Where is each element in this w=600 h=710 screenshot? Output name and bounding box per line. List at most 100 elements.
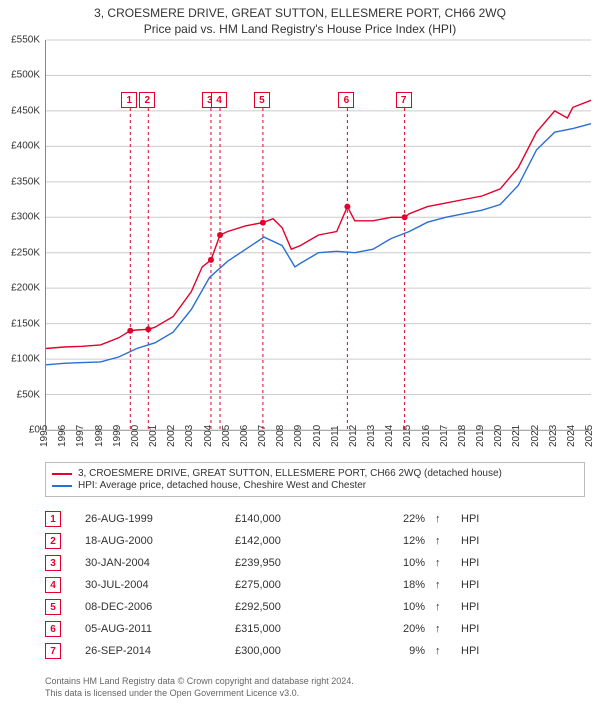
legend-item-hpi: HPI: Average price, detached house, Ches…: [52, 480, 578, 491]
x-axis-label: 2000: [130, 425, 141, 447]
event-marker: 4: [211, 92, 227, 108]
y-axis-label: £300K: [0, 212, 40, 223]
event-pct: 10%: [355, 601, 425, 613]
x-axis-label: 2009: [293, 425, 304, 447]
legend-box: 3, CROESMERE DRIVE, GREAT SUTTON, ELLESM…: [45, 462, 585, 497]
y-axis-label: £550K: [0, 35, 40, 46]
x-axis-label: 2016: [421, 425, 432, 447]
event-price: £275,000: [235, 579, 345, 591]
event-pct: 22%: [355, 513, 425, 525]
arrow-up-icon: ↑: [435, 601, 451, 613]
x-axis-label: 2008: [275, 425, 286, 447]
x-axis-label: 2007: [257, 425, 268, 447]
event-date: 30-JAN-2004: [71, 557, 225, 569]
event-date: 08-DEC-2006: [71, 601, 225, 613]
x-axis-label: 2021: [511, 425, 522, 447]
x-axis-label: 2024: [566, 425, 577, 447]
event-pct: 12%: [355, 535, 425, 547]
x-axis-label: 1998: [94, 425, 105, 447]
event-price: £239,950: [235, 557, 345, 569]
x-axis-label: 2018: [457, 425, 468, 447]
x-axis-label: 2011: [330, 425, 341, 447]
event-row: 7 26-SEP-2014 £300,000 9% ↑ HPI: [45, 643, 585, 659]
y-axis-label: £350K: [0, 176, 40, 187]
event-label: HPI: [461, 557, 479, 569]
event-number: 7: [45, 643, 61, 659]
event-row: 4 30-JUL-2004 £275,000 18% ↑ HPI: [45, 577, 585, 593]
x-axis-label: 2006: [239, 425, 250, 447]
event-number: 2: [45, 533, 61, 549]
x-axis-label: 2022: [530, 425, 541, 447]
x-axis-label: 1997: [75, 425, 86, 447]
x-axis-label: 2004: [203, 425, 214, 447]
attribution-line1: Contains HM Land Registry data © Crown c…: [45, 676, 585, 688]
event-pct: 9%: [355, 645, 425, 657]
event-marker: 5: [254, 92, 270, 108]
event-marker: 1: [121, 92, 137, 108]
x-axis-label: 2017: [439, 425, 450, 447]
y-axis-label: £500K: [0, 70, 40, 81]
x-axis-label: 2003: [184, 425, 195, 447]
event-marker: 6: [338, 92, 354, 108]
x-axis-label: 1996: [57, 425, 68, 447]
event-row: 2 18-AUG-2000 £142,000 12% ↑ HPI: [45, 533, 585, 549]
x-axis-label: 2014: [384, 425, 395, 447]
event-date: 30-JUL-2004: [71, 579, 225, 591]
event-label: HPI: [461, 623, 479, 635]
arrow-up-icon: ↑: [435, 579, 451, 591]
event-number: 5: [45, 599, 61, 615]
event-label: HPI: [461, 513, 479, 525]
x-axis-label: 2025: [584, 425, 595, 447]
x-axis-label: 1999: [112, 425, 123, 447]
event-row: 605-AUG-2011£315,00020%↑HPI: [45, 621, 585, 637]
y-axis-label: £100K: [0, 354, 40, 365]
event-label: HPI: [461, 645, 479, 657]
y-axis-label: £250K: [0, 247, 40, 258]
event-price: £300,000: [235, 645, 345, 657]
event-number: 3: [45, 555, 61, 571]
legend-swatch-hpi: [52, 485, 72, 487]
y-axis-label: £50K: [0, 389, 40, 400]
x-axis-label: 2013: [366, 425, 377, 447]
chart-subtitle: Price paid vs. HM Land Registry's House …: [0, 22, 600, 36]
event-label: HPI: [461, 601, 479, 613]
event-marker: 7: [396, 92, 412, 108]
event-label: HPI: [461, 535, 479, 547]
attribution: Contains HM Land Registry data © Crown c…: [45, 676, 585, 699]
event-number: 6: [45, 621, 61, 637]
event-marker: 2: [139, 92, 155, 108]
event-price: £315,000: [235, 623, 345, 635]
arrow-up-icon: ↑: [435, 513, 451, 525]
x-axis-label: 2001: [148, 425, 159, 447]
y-axis-label: £400K: [0, 141, 40, 152]
event-date: 26-SEP-2014: [71, 645, 225, 657]
legend-swatch-subject: [52, 473, 72, 475]
legend-item-subject: 3, CROESMERE DRIVE, GREAT SUTTON, ELLESM…: [52, 468, 578, 479]
event-date: 26-AUG-1999: [71, 513, 225, 525]
event-row: 5 08-DEC-2006 £292,500 10% ↑ HPI: [45, 599, 585, 615]
x-axis-label: 2023: [548, 425, 559, 447]
chart-title: 3, CROESMERE DRIVE, GREAT SUTTON, ELLESM…: [0, 6, 600, 20]
event-pct: 10%: [355, 557, 425, 569]
event-list: 1 26-AUG-1999 £140,000 22% ↑ HPI 2 18-AUG-2000 £…: [45, 505, 585, 665]
arrow-up-icon: ↑: [435, 645, 451, 657]
event-pct: 20%: [355, 623, 425, 635]
event-row: 1 26-AUG-1999 £140,000 22% ↑ HPI: [45, 511, 585, 527]
arrow-up-icon: ↑: [435, 535, 451, 547]
event-number: 1: [45, 511, 61, 527]
event-label: HPI: [461, 579, 479, 591]
arrow-up-icon: ↑: [435, 557, 451, 569]
legend-label-hpi: HPI: Average price, detached house, Ches…: [78, 480, 366, 491]
event-date: 18-AUG-2000: [71, 535, 225, 547]
attribution-line2: This data is licensed under the Open Gov…: [45, 688, 585, 700]
x-axis-label: 2015: [402, 425, 413, 447]
y-axis-label: £150K: [0, 318, 40, 329]
y-axis-label: £450K: [0, 105, 40, 116]
event-price: £142,000: [235, 535, 345, 547]
event-price: £292,500: [235, 601, 345, 613]
event-number: 4: [45, 577, 61, 593]
y-axis-label: £200K: [0, 283, 40, 294]
event-pct: 18%: [355, 579, 425, 591]
x-axis-label: 1995: [39, 425, 50, 447]
event-price: £140,000: [235, 513, 345, 525]
